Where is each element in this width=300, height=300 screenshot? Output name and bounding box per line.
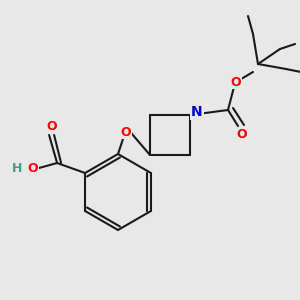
Text: O: O [237, 128, 247, 140]
Text: O: O [121, 125, 131, 139]
Text: O: O [46, 121, 57, 134]
Text: N: N [191, 105, 203, 119]
Text: H: H [12, 161, 22, 175]
Text: O: O [28, 161, 38, 175]
Text: O: O [231, 76, 241, 88]
